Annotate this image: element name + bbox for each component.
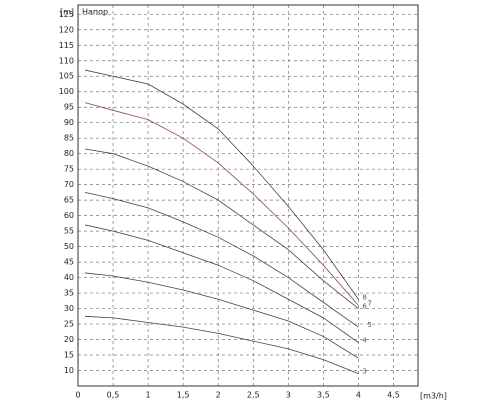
curve-label: 3 — [362, 368, 366, 376]
y-tick-label: 60 — [64, 211, 74, 220]
y-tick-label: 90 — [64, 118, 74, 127]
x-tick-label: 0,5 — [107, 391, 120, 400]
y-tick-label: 45 — [64, 258, 74, 267]
y-axis-label: [m] — [60, 8, 74, 17]
y-tick-label: 70 — [64, 180, 74, 189]
y-tick-label: 25 — [64, 320, 74, 329]
y-tick-label: 75 — [64, 165, 74, 174]
pump-curve — [84, 315, 359, 374]
y-tick-label: 125 — [59, 10, 74, 19]
pump-curve — [84, 69, 359, 300]
pump-curve — [84, 148, 359, 309]
y-tick-label: 10 — [64, 366, 74, 375]
pump-curve — [84, 192, 359, 328]
y-tick-label: 35 — [64, 289, 74, 298]
pump-curve — [84, 224, 359, 343]
chart-title: Напор — [82, 8, 108, 17]
y-tick-label: 100 — [59, 87, 74, 96]
x-tick-label: 0 — [75, 391, 80, 400]
x-tick-label: 4,5 — [387, 391, 400, 400]
x-tick-label: 3 — [286, 391, 291, 400]
y-tick-label: 40 — [64, 273, 74, 282]
curve-label: 4 — [362, 337, 367, 345]
curve-label: 6 — [362, 303, 367, 311]
x-tick-label: 2 — [216, 391, 221, 400]
x-tick-label: 1,5 — [177, 391, 190, 400]
y-tick-label: 65 — [64, 196, 74, 205]
y-tick-label: 15 — [64, 351, 74, 360]
y-tick-label: 30 — [64, 304, 74, 313]
curve-label: 5 — [367, 321, 371, 329]
curve-label: 8 — [362, 293, 366, 301]
y-tick-label: 55 — [64, 227, 74, 236]
y-tick-label: 115 — [59, 41, 74, 50]
x-tick-label: 3,5 — [317, 391, 330, 400]
y-tick-label: 85 — [64, 134, 74, 143]
curve-label: 7 — [367, 299, 371, 307]
x-tick-label: 4 — [356, 391, 361, 400]
y-tick-label: 20 — [64, 335, 74, 344]
pump-curve — [84, 272, 359, 359]
pump-curve — [84, 102, 359, 306]
y-tick-label: 95 — [64, 103, 74, 112]
y-tick-label: 50 — [64, 242, 74, 251]
y-tick-label: 105 — [59, 72, 74, 81]
y-tick-label: 110 — [59, 56, 74, 65]
plot-frame — [77, 4, 419, 387]
x-tick-label: 2,5 — [247, 391, 260, 400]
y-tick-label: 80 — [64, 149, 74, 158]
x-axis-label: [m3/h] — [420, 392, 447, 401]
y-tick-label: 120 — [59, 25, 74, 34]
x-tick-label: 1 — [146, 391, 151, 400]
